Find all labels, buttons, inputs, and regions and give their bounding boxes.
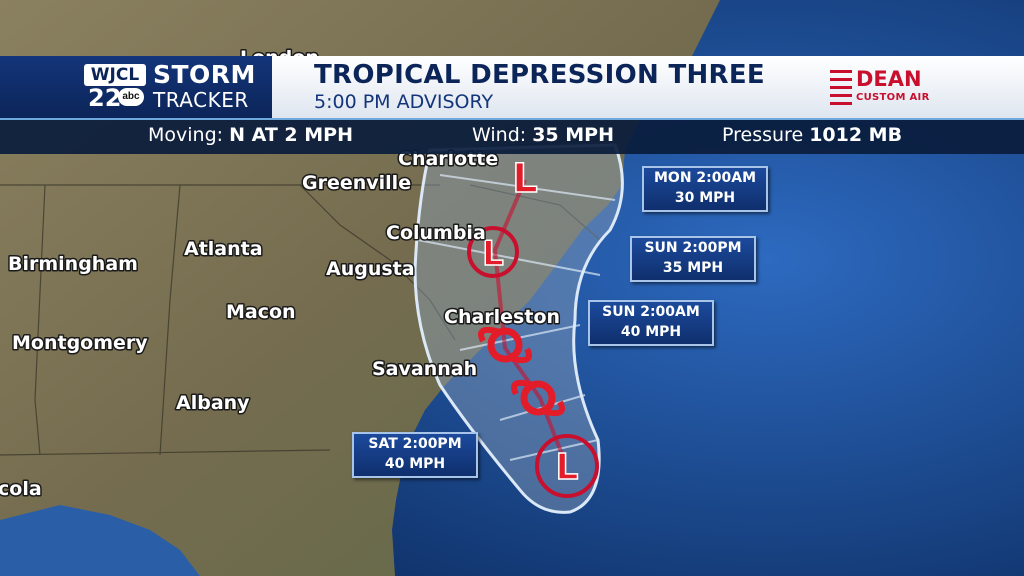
forecast-box-sun-2am: SUN 2:00AM 40 MPH: [588, 300, 714, 346]
forecast-time: SAT 2:00PM: [368, 436, 462, 452]
forecast-time: SUN 2:00AM: [602, 304, 700, 320]
stat-pressure-value: 1012 MB: [809, 124, 903, 146]
svg-text:L: L: [512, 156, 538, 202]
forecast-wind: 30 MPH: [674, 190, 736, 206]
storm-symbol-l-sun-pm: L: [467, 226, 519, 278]
forecast-box-mon-2am: MON 2:00AM 30 MPH: [642, 166, 768, 212]
forecast-wind: 40 MPH: [620, 324, 682, 340]
city-greenville: Greenville: [302, 172, 411, 194]
city-albany: Albany: [176, 392, 250, 414]
city-atlanta: Atlanta: [184, 238, 263, 260]
stat-moving-label: Moving:: [148, 124, 224, 146]
forecast-wind: 35 MPH: [662, 260, 724, 276]
storm-symbol-tropical-1: [511, 379, 565, 417]
network-logo: abc: [118, 88, 144, 106]
sponsor-logo-icon: [830, 70, 852, 105]
gulf-water: [0, 505, 200, 576]
city-pensacola-partial: cola: [0, 478, 42, 500]
storm-track: [492, 179, 567, 463]
station-call-letters: WJCL: [84, 64, 146, 86]
city-savannah: Savannah: [372, 358, 477, 380]
city-macon: Macon: [226, 301, 296, 323]
city-charleston: Charleston: [444, 306, 560, 328]
advisory-subtitle: 5:00 PM ADVISORY: [314, 91, 494, 113]
brand-storm: STORM: [153, 60, 256, 89]
forecast-box-sun-2pm: SUN 2:00PM 35 MPH: [630, 236, 756, 282]
stat-moving-value: N AT 2 MPH: [229, 124, 353, 146]
svg-text:L: L: [482, 234, 504, 274]
forecast-box-sat-2pm: SAT 2:00PM 40 MPH: [352, 432, 478, 478]
forecast-wind: 40 MPH: [384, 456, 446, 472]
title-panel: [272, 56, 1024, 118]
svg-text:L: L: [556, 447, 579, 488]
stat-wind-value: 35 MPH: [532, 124, 614, 146]
forecast-time: SUN 2:00PM: [644, 240, 742, 256]
sponsor-tagline: CUSTOM AIR: [856, 92, 930, 103]
stat-moving: Moving: N AT 2 MPH: [148, 124, 353, 146]
stat-pressure-label: Pressure: [722, 124, 804, 146]
stats-bar: [0, 118, 1024, 154]
channel-number: 22: [88, 84, 122, 112]
city-columbia: Columbia: [386, 222, 486, 244]
city-birmingham: Birmingham: [8, 253, 138, 275]
city-augusta: Augusta: [326, 258, 415, 280]
storm-title: TROPICAL DEPRESSION THREE: [314, 60, 765, 90]
forecast-time: MON 2:00AM: [653, 170, 756, 186]
stat-wind-label: Wind:: [472, 124, 527, 146]
storm-symbol-l-current: L: [535, 434, 599, 498]
storm-symbol-tropical-2: [478, 326, 532, 364]
city-montgomery: Montgomery: [12, 332, 148, 354]
storm-symbol-l-mon: L: [512, 155, 539, 203]
stat-pressure: Pressure 1012 MB: [722, 124, 902, 146]
stat-wind: Wind: 35 MPH: [472, 124, 614, 146]
brand-tracker: TRACKER: [153, 88, 249, 112]
sponsor-name: DEAN: [856, 67, 922, 91]
forecast-cone: [413, 143, 624, 514]
